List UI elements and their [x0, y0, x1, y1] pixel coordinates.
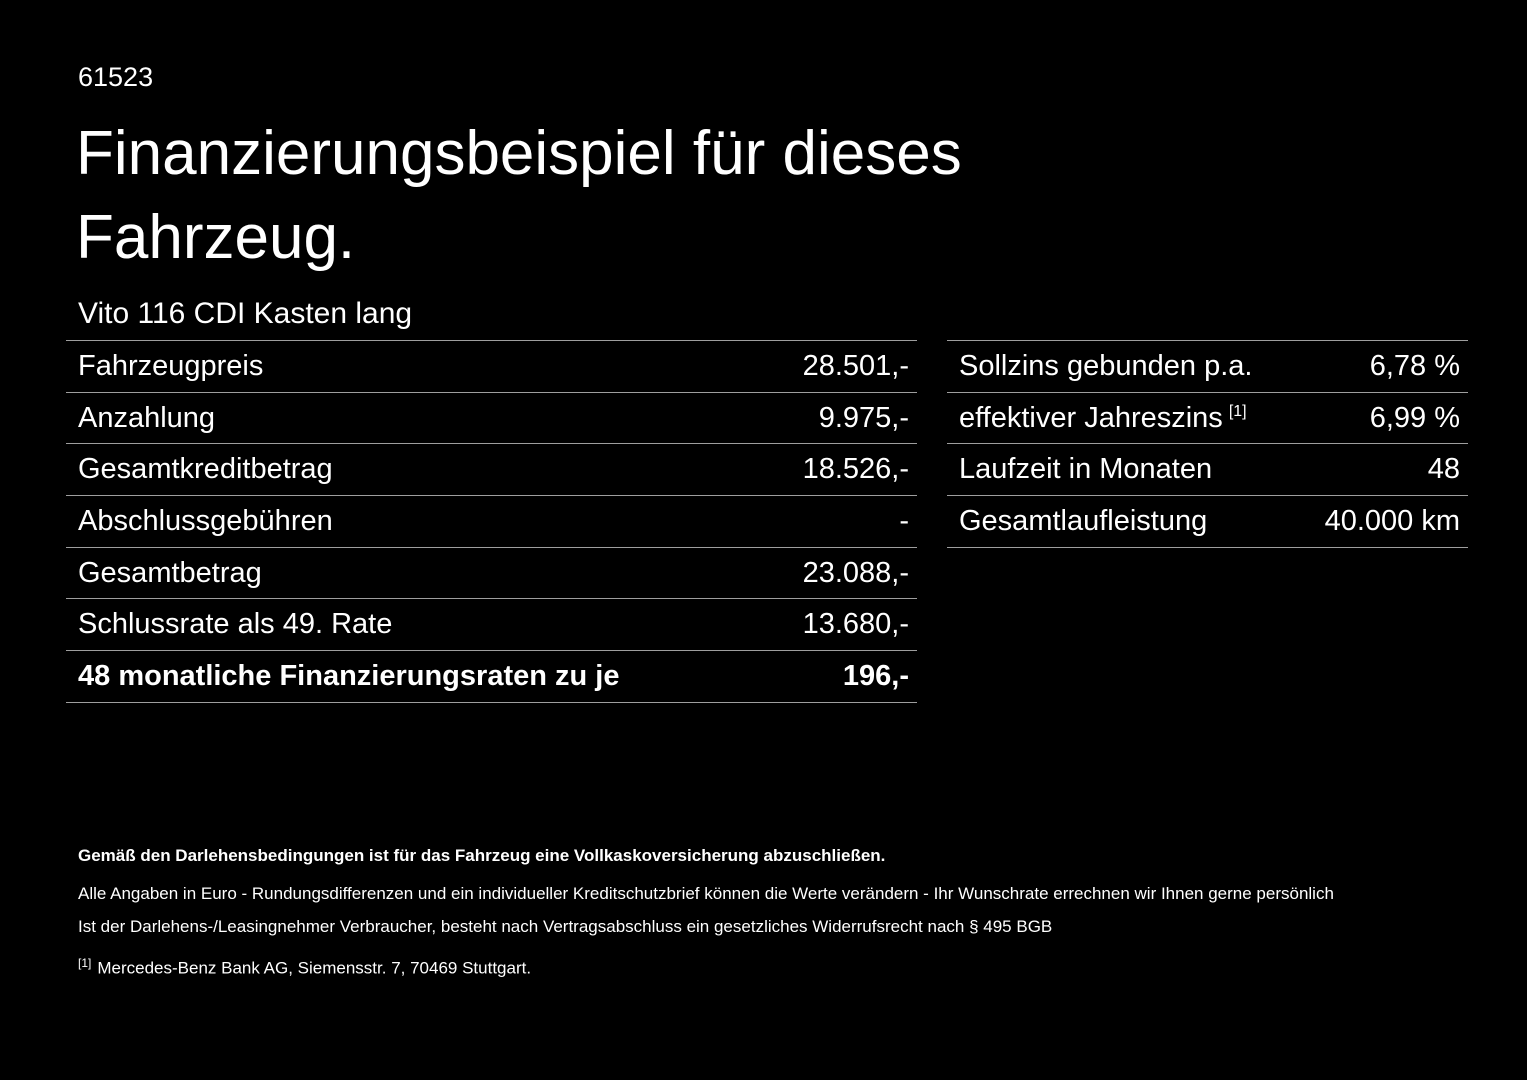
euro-note: Alle Angaben in Euro - Rundungsdifferenz…	[78, 884, 1334, 903]
source-note-text: Mercedes-Benz Bank AG, Siemensstr. 7, 70…	[97, 958, 532, 978]
table-row: Anzahlung 9.975,-	[66, 391, 917, 444]
withdrawal-note: Ist der Darlehens-/Leasingnehmer Verbrau…	[78, 917, 1053, 936]
conditions-table: Sollzins gebunden p.a. 6,78 % effektiver…	[947, 340, 1468, 548]
table-row: Gesamtkreditbetrag 18.526,-	[66, 443, 917, 495]
table-row: Schlussrate als 49. Rate 13.680,-	[66, 598, 917, 650]
offer-code: 61523	[78, 62, 154, 92]
page-title: Finanzierungsbeispiel für dieses Fahrzeu…	[76, 119, 962, 272]
row-label-text: effektiver Jahreszins	[959, 401, 1223, 434]
insurance-note: Gemäß den Darlehensbedingungen ist für d…	[78, 846, 886, 865]
row-value: 40.000 km	[1324, 504, 1460, 537]
row-value: 28.501,-	[802, 349, 909, 382]
row-label: Gesamtlaufleistung	[959, 504, 1208, 537]
row-label: Schlussrate als 49. Rate	[78, 608, 393, 641]
row-value: 9.975,-	[818, 401, 909, 434]
row-label: Gesamtkreditbetrag	[78, 453, 333, 486]
table-row: Fahrzeugpreis 28.501,-	[66, 340, 917, 392]
row-value: 48	[1427, 453, 1460, 486]
finance-tables: Fahrzeugpreis 28.501,- Anzahlung 9.975,-…	[66, 340, 1468, 703]
table-row: Laufzeit in Monaten 48	[947, 443, 1468, 495]
row-label: Anzahlung	[78, 401, 216, 434]
row-value: 6,99 %	[1369, 401, 1460, 434]
row-value: 6,78 %	[1369, 349, 1460, 382]
row-label: effektiver Jahreszins [1]	[959, 402, 1247, 435]
row-value: -	[899, 504, 909, 537]
row-value: 23.088,-	[802, 556, 909, 589]
row-label: Gesamtbetrag	[78, 556, 262, 589]
footnotes: Gemäß den Darlehensbedingungen ist für d…	[78, 845, 1458, 980]
table-row: Gesamtbetrag 23.088,-	[66, 546, 917, 599]
finance-table: Fahrzeugpreis 28.501,- Anzahlung 9.975,-…	[66, 340, 917, 703]
vehicle-name: Vito 116 CDI Kasten lang	[78, 297, 413, 330]
footnote-marker: [1]	[78, 956, 92, 970]
table-row: effektiver Jahreszins [1] 6,99 %	[947, 391, 1468, 444]
row-label: 48 monatliche Finanzierungsraten zu je	[78, 659, 620, 692]
table-row: Sollzins gebunden p.a. 6,78 %	[947, 340, 1468, 392]
row-label: Laufzeit in Monaten	[959, 453, 1213, 486]
table-row: Gesamtlaufleistung 40.000 km	[947, 495, 1468, 547]
row-label: Sollzins gebunden p.a.	[959, 349, 1253, 382]
source-note: [1] Mercedes-Benz Bank AG, Siemensstr. 7,…	[78, 952, 1458, 980]
row-value: 13.680,-	[802, 608, 909, 641]
row-label: Fahrzeugpreis	[78, 349, 264, 382]
table-row: Abschlussgebühren -	[66, 495, 917, 547]
footnote-marker: [1]	[1228, 402, 1247, 420]
row-value: 196,-	[842, 659, 909, 692]
row-label: Abschlussgebühren	[78, 504, 333, 537]
table-row-monthly-rate: 48 monatliche Finanzierungsraten zu je 1…	[66, 650, 917, 702]
row-value: 18.526,-	[802, 453, 909, 486]
